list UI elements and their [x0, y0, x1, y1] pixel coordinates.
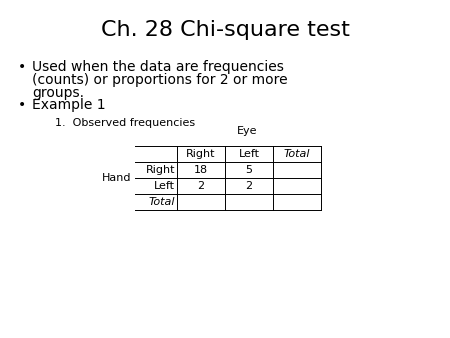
Text: groups.: groups.	[32, 86, 84, 100]
Text: •: •	[18, 60, 26, 74]
Text: 5: 5	[246, 165, 252, 175]
Text: Left: Left	[238, 149, 260, 159]
Text: 18: 18	[194, 165, 208, 175]
Text: Example 1: Example 1	[32, 98, 106, 112]
Text: Used when the data are frequencies: Used when the data are frequencies	[32, 60, 284, 74]
Text: Left: Left	[154, 181, 175, 191]
Text: Total: Total	[284, 149, 310, 159]
Text: Hand: Hand	[102, 173, 131, 183]
Text: Right: Right	[145, 165, 175, 175]
Text: Eye: Eye	[237, 126, 257, 136]
Text: Right: Right	[186, 149, 216, 159]
Text: Total: Total	[148, 197, 175, 207]
Text: Ch. 28 Chi-square test: Ch. 28 Chi-square test	[100, 20, 350, 40]
Text: •: •	[18, 98, 26, 112]
Text: 2: 2	[245, 181, 252, 191]
Text: 1.  Observed frequencies: 1. Observed frequencies	[55, 118, 195, 128]
Text: 2: 2	[198, 181, 205, 191]
Text: (counts) or proportions for 2 or more: (counts) or proportions for 2 or more	[32, 73, 288, 87]
